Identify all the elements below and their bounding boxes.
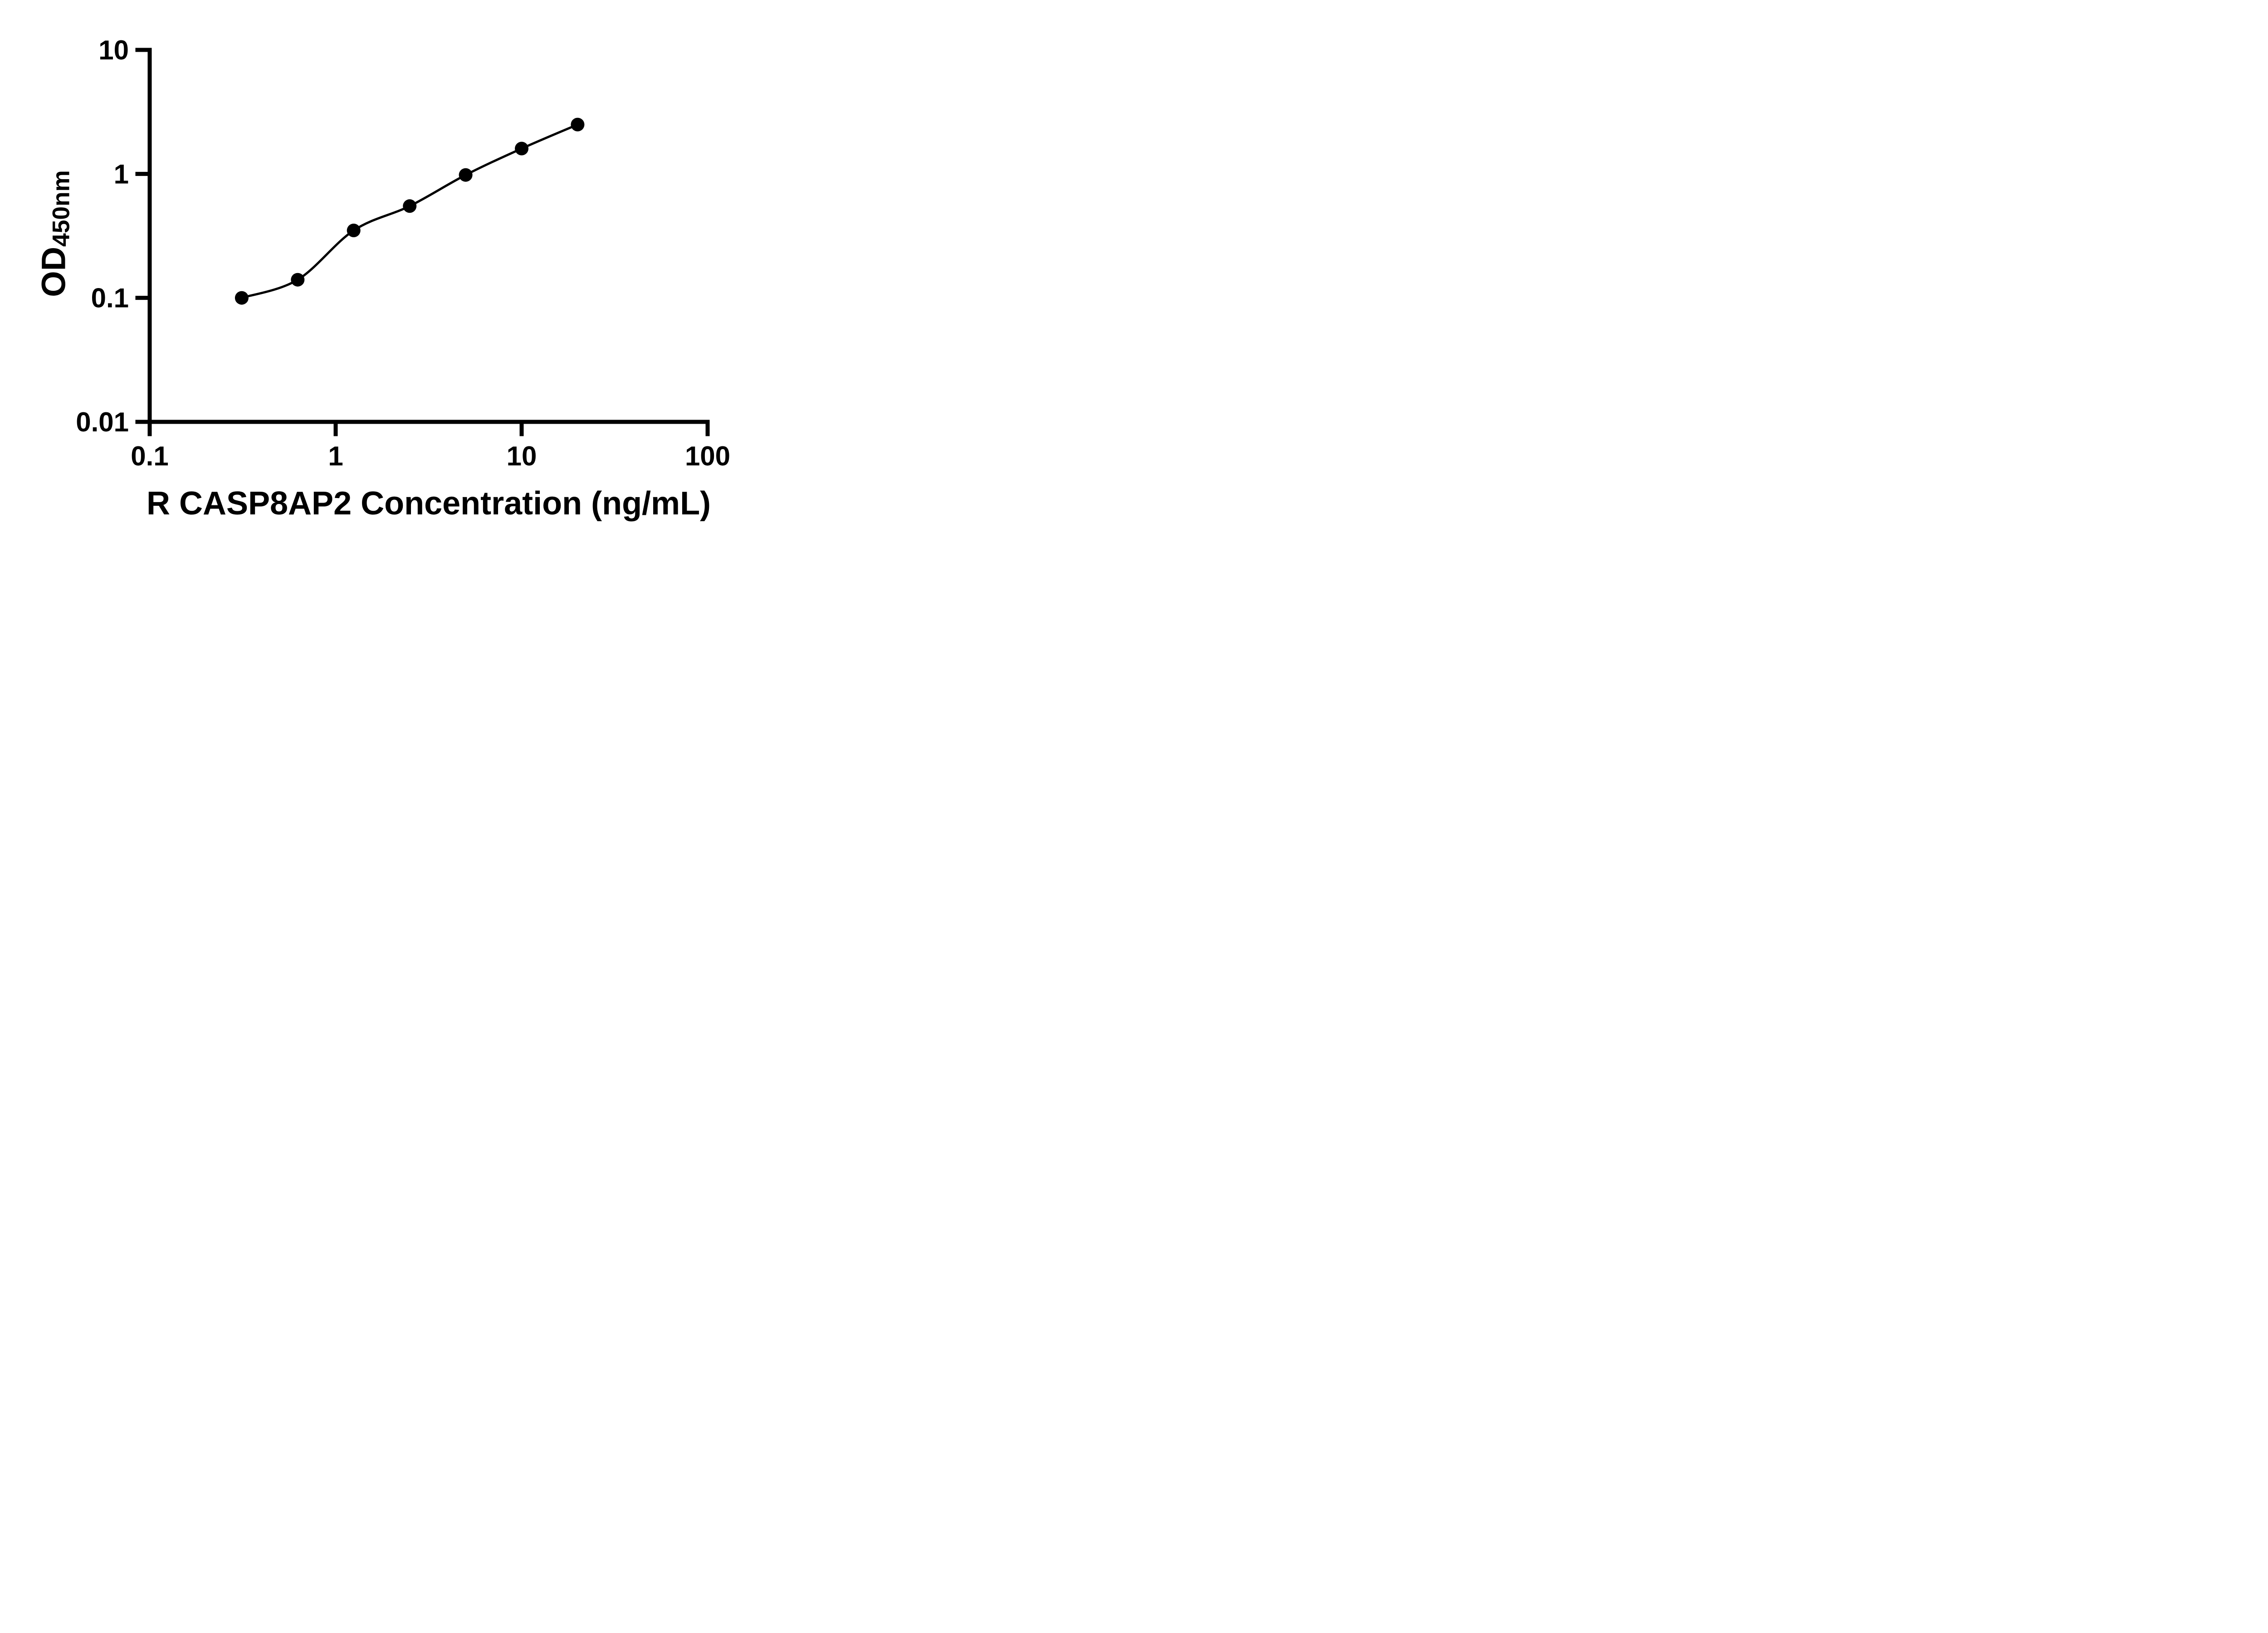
y-tick-label: 0.1	[91, 283, 129, 313]
x-tick-label: 1	[328, 441, 343, 471]
y-tick-label: 0.01	[76, 407, 129, 437]
data-point	[515, 142, 528, 156]
y-axis-title: OD450nm	[34, 170, 75, 297]
x-tick-label: 10	[507, 441, 537, 471]
y-tick-label: 1	[114, 159, 129, 189]
axes	[147, 48, 710, 424]
x-axis-title: R CASP8AP2 Concentration (ng/mL)	[146, 485, 711, 522]
data-point	[235, 291, 249, 305]
data-point	[571, 117, 585, 132]
data-point	[347, 224, 361, 237]
x-tick-label: 100	[685, 441, 730, 471]
y-axis-title-main: OD	[34, 246, 73, 297]
elisa-standard-curve-figure: OD450nm 0.1 1 10 100 0.01 0.1 1 10 R CASP8AP2 C…	[0, 0, 777, 544]
data-point	[291, 273, 305, 287]
data-point	[403, 199, 417, 213]
y-tick-label: 10	[98, 35, 129, 65]
x-tick-label: 0.1	[131, 441, 168, 471]
y-axis-title-subscript: 450nm	[48, 170, 75, 247]
data-point	[459, 168, 473, 182]
